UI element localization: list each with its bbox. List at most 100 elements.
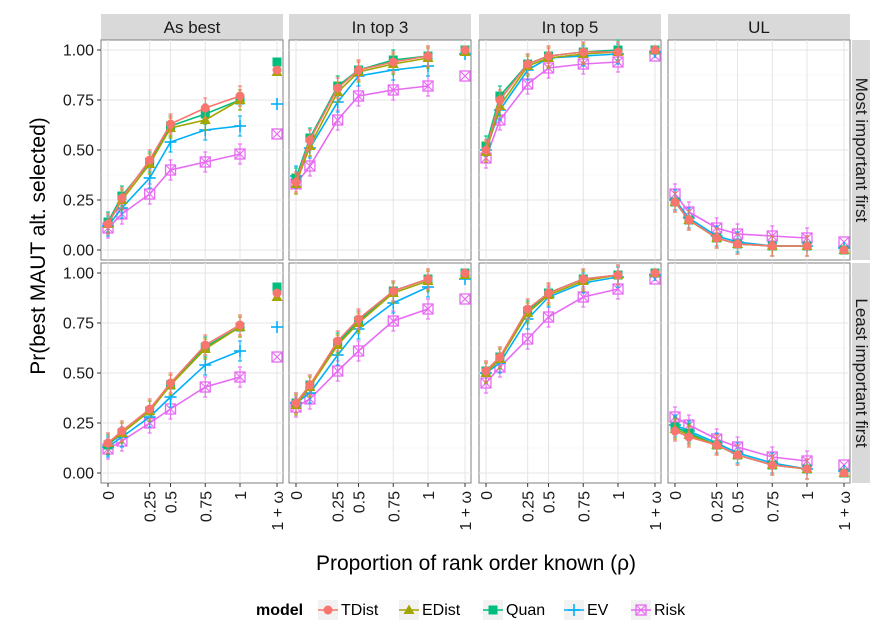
legend-marker [635,604,647,616]
x-tick-label: 0.75 [386,491,403,522]
data-point [423,274,433,284]
data-point-extra [839,468,849,478]
x-tick-label: 0 [479,491,496,500]
data-point [144,188,156,200]
data-point [388,57,398,67]
facet-panel [100,39,284,261]
series-line [485,276,619,374]
row-strip: Least important first [852,263,870,483]
x-tick-label: 0.75 [765,491,782,522]
data-point [333,336,343,346]
legend: model TDist EDist Quan EV Risk [256,600,686,620]
data-point-extra [650,268,660,278]
data-point [422,303,434,315]
series-line [295,286,429,404]
series-tdist [670,191,849,257]
data-point-extra [460,45,470,55]
x-tick-label: 1 + ω [270,491,287,531]
series-tdist [481,264,660,382]
series-line [107,350,241,448]
row-strip-label: Most important first [852,78,870,223]
data-point [332,114,344,126]
data-point [578,47,588,57]
data-point [235,91,245,101]
data-point [613,47,623,57]
data-point-extra [839,245,849,255]
data-point-extra [272,65,282,75]
data-point [200,340,210,350]
data-point [103,219,113,229]
data-point-extra [459,70,471,82]
series-line [674,416,808,462]
data-point [684,215,694,225]
data-point [522,333,534,345]
x-tick-label: 0.5 [542,491,559,513]
legend-marker [323,605,333,615]
data-point [199,114,211,124]
facet-panel [288,39,472,261]
x-tick-label: 1 [421,491,438,500]
y-tick-label: 0.75 [63,316,94,333]
x-tick-label: 0 [289,491,306,500]
x-tick-label: 1 [800,491,817,500]
x-tick-label: 1 [611,491,628,500]
data-point [495,352,505,362]
facet-panel [288,262,472,484]
series-line [107,376,241,450]
y-axis-title: Pr(best MAUT alt. selected) [27,117,50,375]
column-strip-label: In top 3 [352,18,409,37]
data-point [145,404,155,414]
data-point [481,366,491,376]
data-point [542,311,555,323]
data-point-extra [650,45,660,55]
x-tick-label: 0.25 [710,491,727,522]
data-point-extra [271,321,283,333]
data-point-extra [272,288,282,298]
data-point [613,270,623,280]
y-tick-label: 0.00 [63,243,94,260]
column-strip: UL [668,14,850,40]
legend-label: Risk [654,602,686,619]
legend-title: model [256,602,303,619]
data-point [544,288,554,298]
data-point [733,239,743,249]
legend-marker [403,604,415,614]
data-point [544,51,554,61]
data-point [234,371,246,383]
x-tick-label: 0.25 [143,491,160,522]
data-point [767,241,777,251]
data-point [332,365,344,377]
legend-label: Quan [506,602,545,619]
series-tdist [291,45,470,193]
data-point [495,95,505,105]
x-tick-label: 0.25 [521,491,538,522]
series-tdist [103,288,282,454]
data-point-extra [271,98,283,110]
data-point [103,438,113,448]
data-point [166,378,176,388]
data-point [387,84,399,96]
x-tick-label: 0.75 [198,491,215,522]
series-line [485,61,619,159]
data-point-extra [460,268,470,278]
legend-label: EV [587,602,609,619]
y-tick-label: 0.25 [63,193,94,210]
data-point [354,65,364,75]
x-tick-label: 0.5 [352,491,369,513]
data-point-extra [272,57,282,67]
data-point [523,304,533,314]
data-point [523,59,533,69]
legend-marker [568,604,580,616]
legend-item-tdist: TDist [318,600,379,620]
column-strip-label: UL [748,18,770,37]
data-point [305,380,315,390]
y-tick-label: 0.75 [63,93,94,110]
data-point [304,160,316,172]
column-strip: In top 3 [289,14,471,40]
data-point [234,148,246,160]
x-tick-label: 1 + ω [458,491,475,531]
series-line [295,55,429,183]
legend-item-risk: Risk [631,600,686,620]
column-strip-label: As best [164,18,221,37]
